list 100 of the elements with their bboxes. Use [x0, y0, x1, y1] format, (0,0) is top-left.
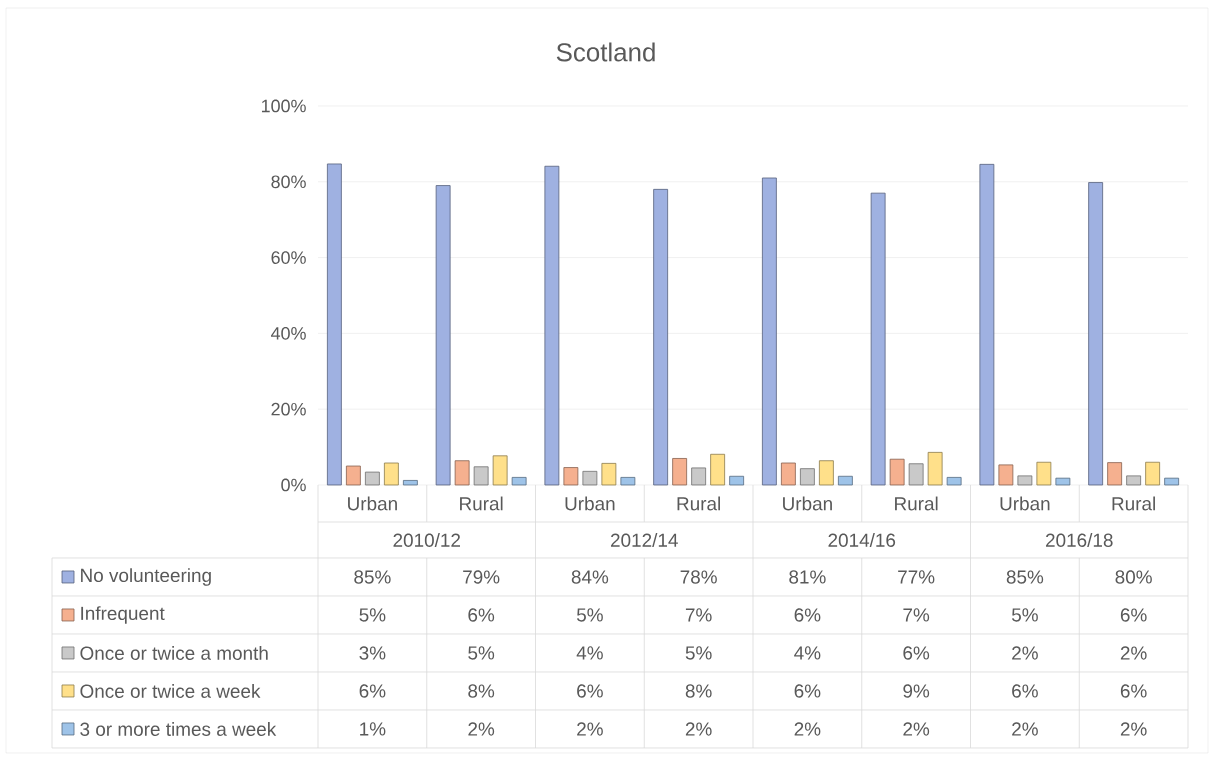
bar [729, 475, 745, 486]
bar [544, 165, 560, 486]
data-label: 5% [1011, 608, 1038, 622]
bar [1017, 475, 1033, 486]
y-tick-label: 40% [271, 327, 306, 340]
bar [818, 460, 834, 486]
x-tick-label: Urban [1000, 496, 1050, 511]
y-tick-label: 100% [261, 99, 306, 113]
bar [653, 188, 669, 486]
text: 2014/16 [828, 533, 896, 547]
text: 2012/14 [611, 533, 678, 547]
data-label: 85% [354, 570, 391, 584]
y-tick-label: 0% [281, 478, 306, 492]
bar [582, 470, 598, 486]
bar [1107, 462, 1123, 486]
data-label: 6% [1012, 684, 1038, 698]
data-label: 7% [903, 608, 930, 622]
data-label: 5% [359, 608, 386, 622]
data-label: 2% [1120, 646, 1147, 660]
data-label: 6% [359, 684, 386, 698]
data-label: 2% [1012, 646, 1038, 660]
bar [326, 163, 342, 486]
bar [710, 453, 726, 486]
bar [435, 185, 451, 486]
bar [1164, 477, 1180, 486]
data-label: 4% [794, 646, 821, 660]
data-label: 2% [794, 722, 821, 736]
y-tick-label: 80% [271, 175, 306, 189]
bar [870, 192, 886, 486]
data-label: 5% [685, 646, 712, 660]
bar [492, 455, 508, 486]
data-label: 84% [571, 570, 609, 584]
data-label: 7% [685, 608, 712, 622]
chart-title: Scotland [556, 42, 655, 62]
legend-label: 3 or more times a week [80, 722, 277, 736]
data-label: 6% [1120, 608, 1147, 622]
legend-label: Once or twice a week [80, 684, 261, 698]
text: 2010/12 [393, 533, 461, 547]
x-tick-label: Rural [677, 496, 720, 511]
bar [402, 480, 418, 486]
bar [1126, 475, 1142, 486]
data-label: 2% [468, 722, 495, 736]
data-label: 2% [1120, 722, 1147, 736]
bar [780, 462, 796, 486]
data-label: 80% [1115, 570, 1152, 584]
bar [889, 458, 905, 486]
data-label: 6% [903, 646, 930, 660]
data-label: 6% [794, 684, 821, 698]
legend-label: No volunteering [81, 568, 211, 586]
bar [454, 460, 470, 486]
y-tick-label: 20% [271, 402, 306, 416]
data-label: 85% [1006, 570, 1044, 584]
bar [946, 477, 962, 486]
data-label: 2% [577, 722, 603, 736]
bar [908, 463, 924, 486]
bar [383, 462, 399, 486]
x-tick-label: Rural [460, 496, 503, 511]
x-tick-label: Rural [1112, 496, 1155, 511]
data-label: 1% [360, 722, 386, 736]
bar [979, 163, 995, 486]
bar [1055, 477, 1071, 486]
bar [998, 464, 1014, 486]
data-label: 6% [794, 608, 821, 622]
data-label: 79% [463, 570, 500, 584]
text: 2016/18 [1045, 533, 1113, 547]
bar [691, 467, 707, 486]
y-tick-label: 60% [271, 251, 306, 264]
bar [511, 477, 527, 486]
x-tick-label: Rural [895, 496, 938, 511]
data-label: 3% [359, 646, 386, 660]
x-tick-label: Urban [783, 496, 832, 511]
bar [837, 475, 853, 486]
legend-label: Once or twice a month [80, 646, 268, 660]
data-label: 2% [685, 722, 712, 736]
bar [672, 458, 688, 486]
bar [1036, 461, 1052, 486]
x-tick-label: Urban [348, 496, 397, 511]
x-tick-label: Urban [565, 496, 615, 511]
bar [927, 451, 943, 486]
data-label: 78% [680, 570, 717, 584]
data-label: 2% [1012, 722, 1038, 736]
data-label: 5% [468, 646, 495, 660]
bar [1088, 182, 1104, 486]
data-label: 2% [903, 722, 930, 736]
bar [563, 467, 579, 486]
bar [799, 468, 815, 486]
bar [345, 465, 361, 486]
bar [473, 466, 489, 486]
data-label: 6% [468, 608, 495, 622]
data-label: 8% [685, 684, 712, 698]
bar [601, 462, 617, 486]
data-label: 81% [789, 570, 826, 584]
bar [1145, 461, 1161, 486]
data-label: 77% [898, 570, 935, 584]
legend-label: Infrequent [81, 606, 165, 624]
bar [364, 471, 380, 486]
data-label: 8% [468, 684, 495, 698]
data-label: 9% [903, 684, 930, 698]
bar [620, 477, 636, 486]
data-label: 5% [576, 608, 603, 622]
